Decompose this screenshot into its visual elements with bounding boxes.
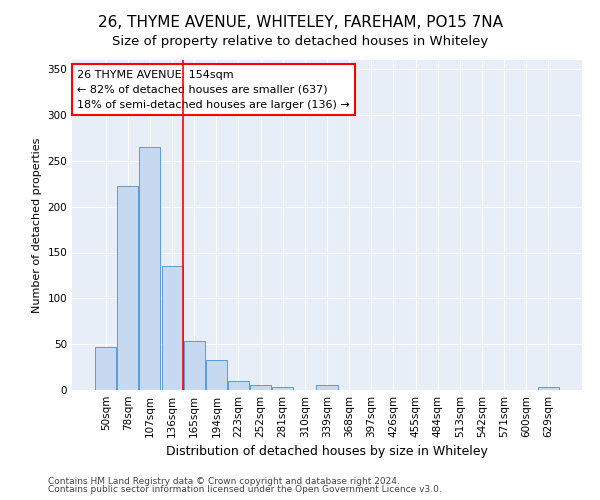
Text: Contains HM Land Registry data © Crown copyright and database right 2024.: Contains HM Land Registry data © Crown c… <box>48 477 400 486</box>
Bar <box>250 384 271 390</box>
Bar <box>272 387 293 390</box>
Bar <box>161 266 182 390</box>
X-axis label: Distribution of detached houses by size in Whiteley: Distribution of detached houses by size … <box>166 446 488 458</box>
Bar <box>139 147 160 390</box>
Bar <box>228 381 249 390</box>
Bar <box>206 360 227 390</box>
Text: 26, THYME AVENUE, WHITELEY, FAREHAM, PO15 7NA: 26, THYME AVENUE, WHITELEY, FAREHAM, PO1… <box>97 15 503 30</box>
Bar <box>184 342 205 390</box>
Bar <box>538 387 559 390</box>
Bar <box>95 347 116 390</box>
Text: Size of property relative to detached houses in Whiteley: Size of property relative to detached ho… <box>112 35 488 48</box>
Bar <box>118 186 139 390</box>
Text: Contains public sector information licensed under the Open Government Licence v3: Contains public sector information licen… <box>48 485 442 494</box>
Y-axis label: Number of detached properties: Number of detached properties <box>32 138 42 312</box>
Text: 26 THYME AVENUE: 154sqm
← 82% of detached houses are smaller (637)
18% of semi-d: 26 THYME AVENUE: 154sqm ← 82% of detache… <box>77 70 350 110</box>
Bar <box>316 386 338 390</box>
